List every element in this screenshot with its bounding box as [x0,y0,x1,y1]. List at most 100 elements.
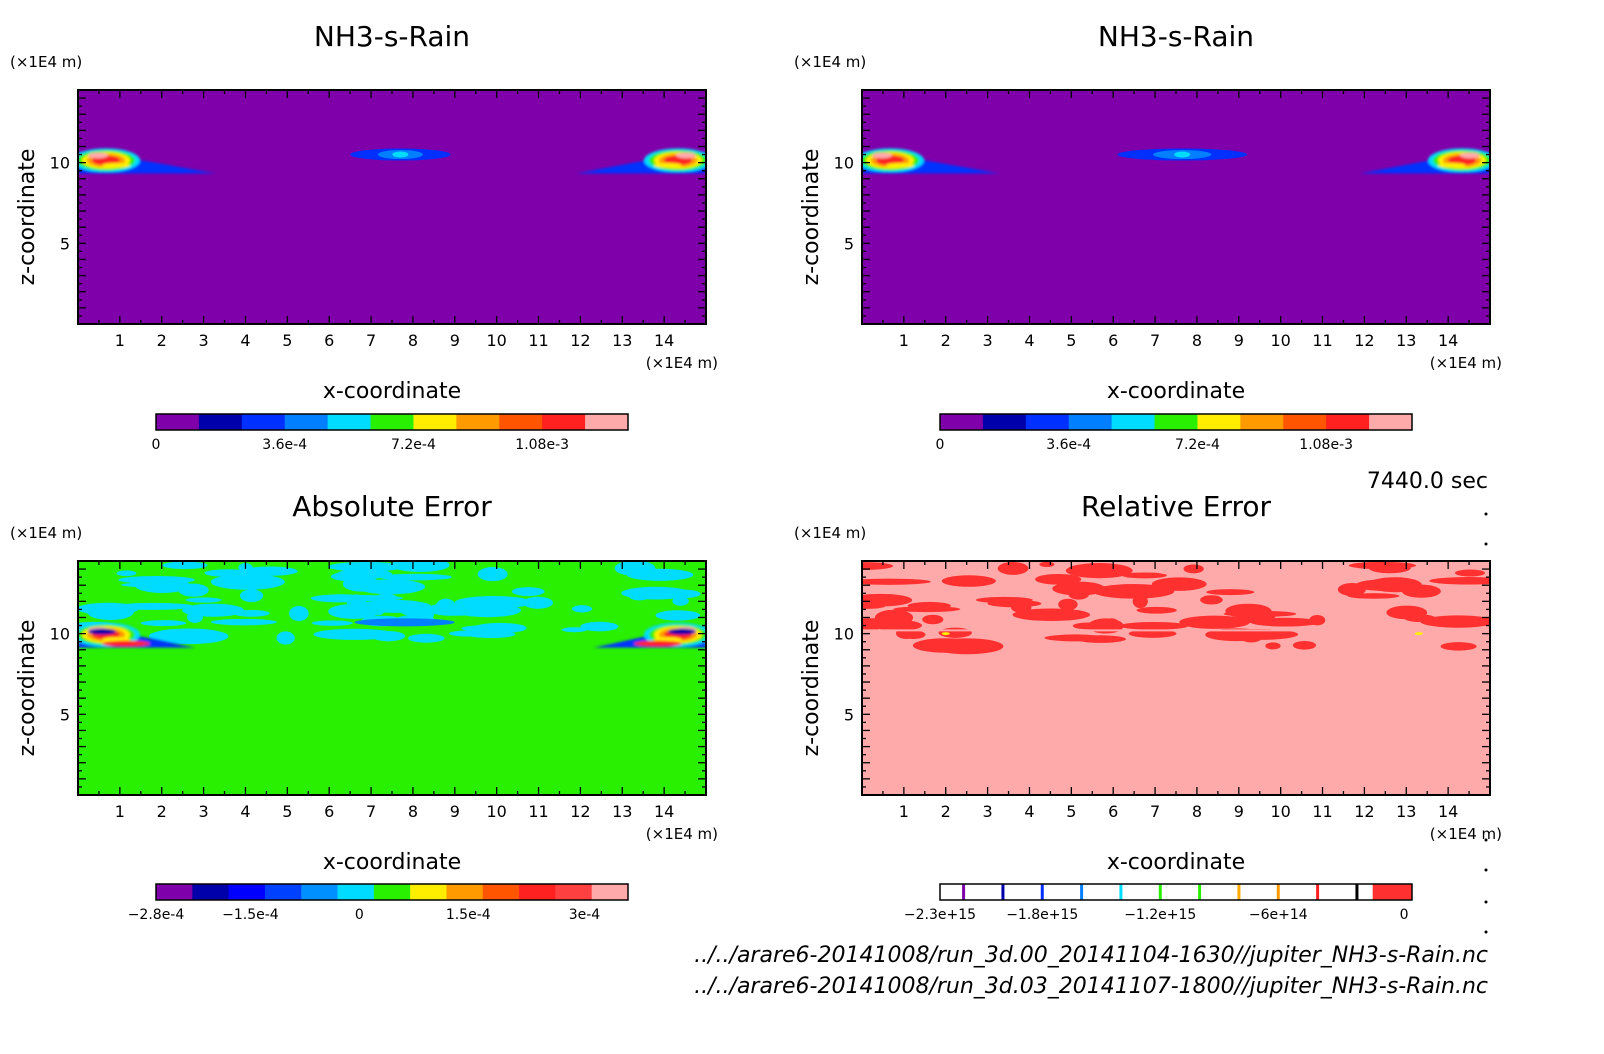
noise-patch [1097,585,1166,592]
noise-patch [313,628,396,640]
colorbar-swatch [284,414,329,430]
noise-patch [511,587,545,597]
x-tick-label: 6 [324,331,334,350]
colorbar-swatch [1240,414,1284,430]
noise-patch [87,604,134,621]
noise-patch [580,621,619,632]
colorbar-swatch [982,414,1027,430]
colorbar-swatch [241,414,286,430]
x-tick-label: 1 [115,802,125,821]
x-tick-label: 5 [1066,802,1076,821]
noise-patch [1179,615,1250,629]
colorbar-swatch [264,884,302,900]
x-tick-label: 10 [486,331,506,350]
y-tick-label: 5 [844,234,854,253]
colorbar-tick-label: −1.8e+15 [1006,907,1078,923]
colorbar-tick-label: −1.2e+15 [1124,907,1196,923]
noise-patch [276,631,295,645]
colorbar-tick-label: 7.2e-4 [1175,437,1220,453]
plume-streak [1438,162,1466,168]
x-tick-label: 6 [1108,802,1118,821]
right-plume [592,622,706,648]
noise-patch [893,606,961,613]
noise-patch [1223,610,1297,617]
plume-neg [88,628,116,635]
colorbar-tick-label: 0 [936,437,945,453]
x-tick-label: 3 [983,331,993,350]
noise-patch [1355,579,1418,591]
noise-patch [241,566,298,576]
colorbar-swatch [542,414,586,430]
noise-patch [407,633,445,643]
colorbar-tick-label: 0 [152,437,161,453]
x-tick-label: 9 [1234,802,1244,821]
noise-patch [186,611,204,623]
noise-patch [1035,573,1082,585]
noise-patch [289,605,309,622]
noise-patch [134,577,190,593]
colorbar-swatch [1333,884,1374,900]
x-axis-label: x-coordinate [323,379,461,404]
x-tick-label: 5 [282,802,292,821]
colorbar-swatch [1154,414,1198,430]
noise-patch [655,610,701,621]
x-tick-label: 8 [408,331,418,350]
y-tick-label: 10 [834,625,854,644]
noise-patch [1265,642,1281,650]
x-tick-label: 3 [199,802,209,821]
heatmap-field [78,561,706,795]
plume-streak [886,162,914,168]
x-tick-label: 13 [1396,802,1416,821]
noise-patch [895,627,917,639]
noise-patch [862,578,931,585]
plume-streak [654,162,682,168]
colorbar-swatch [198,414,243,430]
x-tick-label: 3 [983,802,993,821]
noise-patch [1386,605,1428,620]
colorbar: −2.3e+15 −1.8e+15 −1.2e+15 −6e+14 0 [904,883,1413,923]
colorbar-swatch [413,414,457,430]
y-tick-label: 10 [834,154,854,173]
noise-patch [912,638,980,653]
noise-patch [1220,629,1299,640]
x-unit-label: (×1E4 m) [1430,825,1502,843]
colorbar-swatch [940,884,980,900]
y-tick-label: 5 [844,705,854,724]
colorbar-tick-label: −2.3e+15 [904,907,976,923]
noise-patch [672,596,689,606]
noise-patch [391,561,450,573]
footer-path-1: ../../arare6-20141008/run_3d.00_20141104… [694,943,1488,968]
colorbar-swatch [370,414,414,430]
x-tick-label: 14 [1438,802,1458,821]
noise-patch [1292,641,1316,650]
noise-patch [185,597,222,603]
x-axis-label: x-coordinate [323,850,461,875]
chart-title: NH3-s-Rain [1098,20,1254,53]
colorbar-tick-label: 3e-4 [569,907,601,923]
plume-neg [668,628,696,635]
noise-patch [1440,642,1477,651]
left-plume [78,148,217,174]
y-unit-label: (×1E4 m) [794,53,866,71]
noise-patch [448,630,491,637]
x-tick-label: 13 [1396,331,1416,350]
colorbar-swatch [1372,884,1413,900]
noise-patch [862,562,894,570]
noise-patch [1454,569,1486,577]
chart-title: Relative Error [1081,490,1272,523]
x-tick-label: 13 [612,331,632,350]
noise-patch [561,627,588,633]
chart-panel-3: Absolute Error(×1E4 m)1 2 3 4 5 6 7 8 9 10 11 12 13 1… [10,490,718,923]
noise-patch [1132,594,1148,609]
plume-lower [102,640,150,647]
x-axis-label: x-coordinate [1107,379,1245,404]
noise-patch [233,609,270,617]
x-tick-label: 10 [1270,802,1290,821]
colorbar-swatch [482,884,520,900]
colorbar-swatch [499,414,543,430]
x-tick-label: 9 [450,331,460,350]
noise-patch [1012,608,1091,622]
noise-patch [1151,577,1207,591]
colorbar-swatch [1326,414,1370,430]
y-tick-label: 10 [50,154,70,173]
